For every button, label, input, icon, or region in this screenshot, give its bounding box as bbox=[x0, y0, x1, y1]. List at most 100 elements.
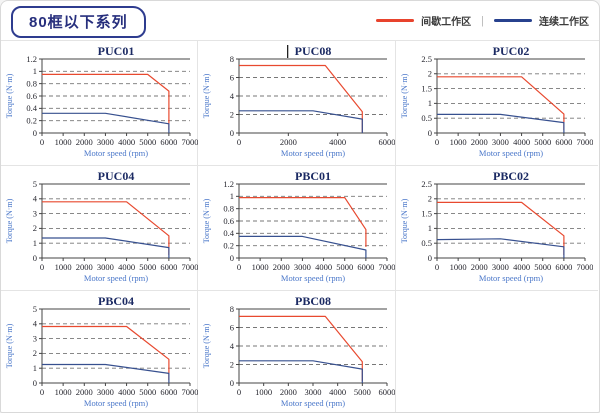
x-tick-label: 6000 bbox=[555, 262, 572, 272]
x-tick-label: 2000 bbox=[280, 137, 297, 147]
y-tick-label: 0.5 bbox=[421, 238, 432, 248]
x-tick-label: 7000 bbox=[182, 387, 199, 397]
x-tick-label: 4000 bbox=[329, 387, 346, 397]
x-tick-label: 0 bbox=[40, 262, 44, 272]
x-tick-label: 7000 bbox=[182, 137, 199, 147]
y-tick-label: 1.5 bbox=[421, 83, 432, 93]
y-tick-label: 6 bbox=[230, 72, 234, 82]
y-tick-label: 0 bbox=[428, 253, 432, 263]
chart-cell-puc01: PUC01 0 0.2 0.4 0.6 0.8 1 1.2 0 1000 2000 3000 4000 5… bbox=[1, 41, 199, 166]
chart-canvas-puc01: PUC01 0 0.2 0.4 0.6 0.8 1 1.2 0 1000 2000 3000 4000 5… bbox=[5, 44, 199, 158]
x-axis-label: Motor speed (rpm) bbox=[281, 273, 345, 283]
y-tick-label: 0 bbox=[33, 128, 37, 138]
y-tick-label: 5 bbox=[33, 179, 37, 189]
series-title-badge: 80框以下系列 bbox=[11, 5, 146, 38]
x-tick-label: 0 bbox=[237, 387, 241, 397]
chart-title: PUC08 bbox=[295, 44, 332, 58]
x-tick-label: 5000 bbox=[139, 387, 156, 397]
x-axis-label: Motor speed (rpm) bbox=[479, 273, 543, 283]
x-tick-label: 2000 bbox=[471, 262, 488, 272]
chart-cell-pbc04: PBC04 0 1 2 3 4 5 0 1000 2000 3000 4000 5000 6000 7000… bbox=[1, 291, 199, 412]
y-tick-label: 2 bbox=[428, 69, 432, 79]
x-tick-label: 7000 bbox=[577, 137, 594, 147]
y-tick-label: 0.8 bbox=[26, 78, 37, 88]
y-tick-label: 3 bbox=[33, 333, 37, 343]
y-axis-label: Torque (N·m) bbox=[400, 73, 409, 118]
x-tick-label: 6000 bbox=[357, 262, 374, 272]
x-axis-label: Motor speed (rpm) bbox=[84, 148, 148, 158]
x-tick-label: 6000 bbox=[160, 387, 177, 397]
x-tick-label: 3000 bbox=[492, 137, 509, 147]
x-tick-label: 2000 bbox=[76, 262, 93, 272]
series-line-continuous bbox=[239, 360, 363, 383]
y-axis-label: Torque (N·m) bbox=[202, 198, 211, 243]
chart-title: PBC08 bbox=[295, 294, 331, 308]
series-line-intermittent bbox=[239, 315, 363, 382]
chart-canvas-puc08: PUC08 0 2 4 6 8 0 2000 4000 6000 Motor speed (rpm)… bbox=[202, 44, 396, 158]
x-axis-label: Motor speed (rpm) bbox=[84, 273, 148, 283]
chart-canvas-pbc08: PBC08 0 2 4 6 8 0 1000 2000 3000 4000 5000 6000 Motor… bbox=[202, 294, 396, 408]
x-axis-label: Motor speed (rpm) bbox=[479, 148, 543, 158]
text-cursor bbox=[287, 45, 289, 58]
y-axis-label: Torque (N·m) bbox=[5, 323, 14, 368]
x-tick-label: 7000 bbox=[379, 262, 396, 272]
chart-canvas-pbc04: PBC04 0 1 2 3 4 5 0 1000 2000 3000 4000 5000 6000 7000… bbox=[5, 294, 199, 408]
y-tick-label: 0.4 bbox=[26, 103, 37, 113]
chart-cell-pbc08: PBC08 0 2 4 6 8 0 1000 2000 3000 4000 5000 6000 Motor… bbox=[198, 291, 396, 412]
y-tick-label: 1 bbox=[33, 66, 37, 76]
series-line-continuous bbox=[239, 235, 367, 258]
series-line-continuous bbox=[437, 113, 565, 133]
y-tick-label: 4 bbox=[33, 194, 38, 204]
x-tick-label: 4000 bbox=[118, 137, 135, 147]
y-axis-label: Torque (N·m) bbox=[5, 198, 14, 243]
x-tick-label: 5000 bbox=[139, 137, 156, 147]
x-tick-label: 5000 bbox=[534, 137, 551, 147]
x-tick-label: 7000 bbox=[182, 262, 199, 272]
x-tick-label: 0 bbox=[40, 137, 44, 147]
x-tick-label: 6000 bbox=[160, 137, 177, 147]
y-tick-label: 1 bbox=[428, 98, 432, 108]
y-tick-label: 8 bbox=[230, 304, 234, 314]
x-tick-label: 0 bbox=[435, 137, 439, 147]
chart-cell-puc02: PUC02 0 0.5 1 1.5 2 2.5 0 1000 2000 3000 4000 5000 60… bbox=[396, 41, 598, 166]
chart-cell-puc04: PUC04 0 1 2 3 4 5 0 1000 2000 3000 4000 5000 6000 7000… bbox=[1, 166, 199, 291]
chart-canvas-puc02: PUC02 0 0.5 1 1.5 2 2.5 0 1000 2000 3000 4000 5000 60… bbox=[400, 44, 594, 158]
y-axis-label: Torque (N·m) bbox=[400, 198, 409, 243]
x-tick-label: 5000 bbox=[139, 262, 156, 272]
y-tick-label: 1 bbox=[428, 223, 432, 233]
x-axis-label: Motor speed (rpm) bbox=[281, 398, 345, 408]
legend-label-continuous: 连续工作区 bbox=[539, 17, 589, 28]
x-tick-label: 2000 bbox=[273, 262, 290, 272]
x-tick-label: 6000 bbox=[160, 262, 177, 272]
y-tick-label: 4 bbox=[230, 341, 235, 351]
legend-item-intermittent: 间歇工作区 bbox=[376, 13, 471, 28]
x-tick-label: 3000 bbox=[97, 262, 114, 272]
x-tick-label: 6000 bbox=[379, 137, 396, 147]
x-tick-label: 2000 bbox=[471, 137, 488, 147]
y-tick-label: 4 bbox=[33, 319, 38, 329]
y-tick-label: 0.6 bbox=[223, 216, 234, 226]
y-tick-label: 2 bbox=[33, 223, 37, 233]
y-axis-label: Torque (N·m) bbox=[5, 73, 14, 118]
legend-item-continuous: 连续工作区 bbox=[494, 13, 589, 28]
y-tick-label: 0 bbox=[33, 378, 37, 388]
y-tick-label: 0.4 bbox=[223, 228, 234, 238]
continuous-zone-line-swatch bbox=[494, 19, 532, 22]
x-axis-label: Motor speed (rpm) bbox=[84, 398, 148, 408]
y-axis-label: Torque (N·m) bbox=[202, 73, 211, 118]
chart-title: PBC04 bbox=[98, 294, 134, 308]
x-tick-label: 6000 bbox=[555, 137, 572, 147]
x-tick-label: 3000 bbox=[305, 387, 322, 397]
x-tick-label: 1000 bbox=[55, 137, 72, 147]
x-tick-label: 7000 bbox=[577, 262, 594, 272]
x-tick-label: 1000 bbox=[55, 387, 72, 397]
x-tick-label: 5000 bbox=[534, 262, 551, 272]
y-tick-label: 0 bbox=[230, 378, 234, 388]
chart-cell-pbc02: PBC02 0 0.5 1 1.5 2 2.5 0 1000 2000 3000 4000 5000 60… bbox=[396, 166, 598, 291]
y-tick-label: 0.2 bbox=[26, 115, 37, 125]
x-tick-label: 1000 bbox=[55, 262, 72, 272]
chart-grid: PUC01 0 0.2 0.4 0.6 0.8 1 1.2 0 1000 2000 3000 4000 5… bbox=[1, 40, 599, 412]
x-tick-label: 1000 bbox=[255, 387, 272, 397]
y-tick-label: 0 bbox=[33, 253, 37, 263]
